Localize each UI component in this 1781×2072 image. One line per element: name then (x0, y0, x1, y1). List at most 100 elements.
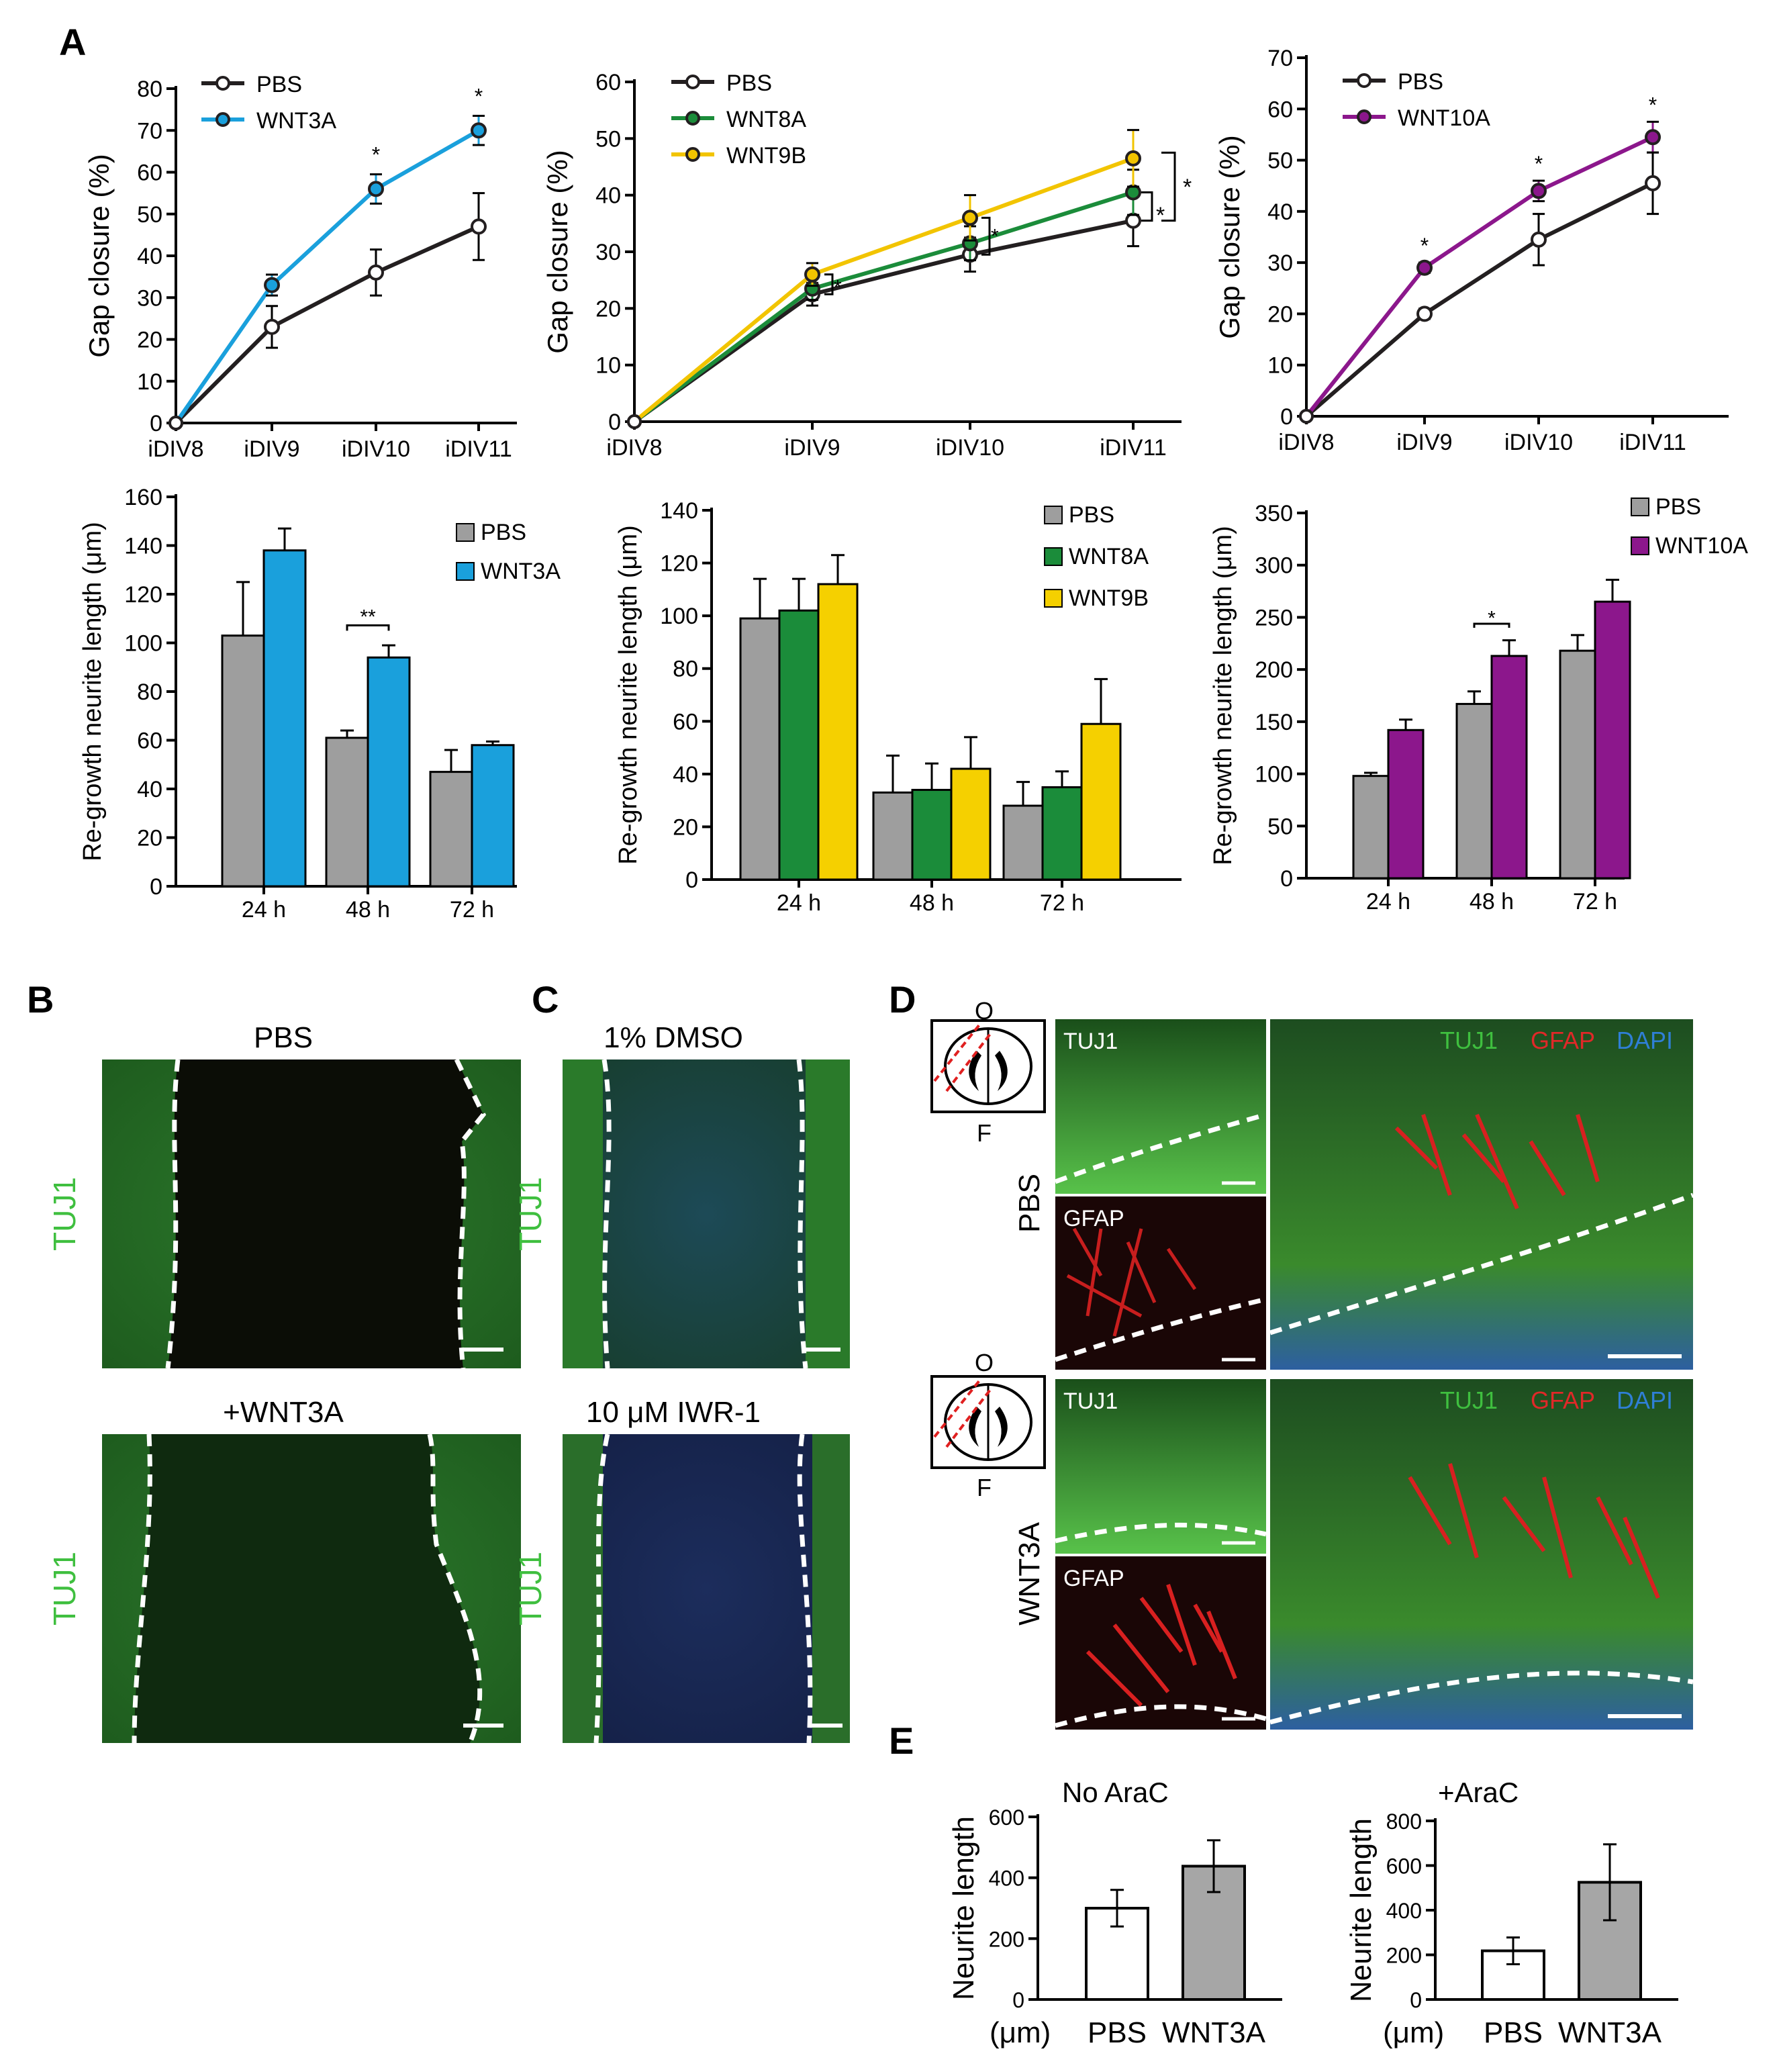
y-tick-label: 20 (595, 296, 621, 322)
x-tick-label: 72 h (1573, 889, 1617, 914)
legend-label-wnt8a: WNT8A (726, 107, 806, 132)
legend-label-wnt8a: WNT8A (1069, 544, 1149, 569)
bar-wnt8a (1041, 786, 1083, 881)
y-tick-label: 150 (1255, 710, 1293, 735)
significance-bracket (824, 273, 834, 295)
legend-swatch-wnt8a (1044, 547, 1063, 566)
data-point-wnt10a (1531, 183, 1547, 199)
chart-a4-wnt3a-neurite-length: 0 20 40 60 80 100 120 140 160 Re-growth neurite l… (79, 485, 561, 923)
series-line-wnt9b (633, 156, 1135, 424)
section-line (933, 1378, 981, 1438)
data-point-wnt3a (264, 277, 280, 293)
x-tick-label: iDIV8 (1278, 430, 1334, 455)
legend-label-wnt3a: WNT3A (481, 559, 561, 584)
ventricle-right-icon (995, 1051, 1008, 1091)
y-tick-label: 0 (150, 411, 162, 436)
y-tick-label: 10 (137, 369, 162, 395)
micrograph-d-pbs-merge (1270, 1019, 1693, 1370)
data-point-pbs (368, 264, 384, 281)
data-point-wnt3a (471, 122, 487, 139)
significance-bracket (981, 216, 991, 256)
bar-pbs (739, 617, 781, 881)
significance-star: * (372, 143, 380, 167)
chart-e2-plus-arac: 0 200 400 600 800 Neurite length PBS WNT3A +AraC… (1345, 1777, 1678, 2049)
significance-star: * (1649, 93, 1657, 117)
data-point-wnt3a (368, 181, 384, 197)
x-tick-label: 48 h (1470, 889, 1514, 914)
ventricle-left-icon (969, 1051, 981, 1091)
x-tick-label: iDIV8 (606, 435, 662, 461)
data-point-origin (627, 414, 642, 429)
section-line (945, 1388, 992, 1448)
data-point-origin (169, 416, 183, 430)
significance-bracket (1161, 151, 1176, 222)
unit-label: (μm) (990, 2016, 1051, 2049)
panel-c-bottom-title: 10 μM IWR-1 (586, 1396, 761, 1429)
data-point-wnt10a (1645, 129, 1661, 146)
significance-star: ** (360, 606, 376, 628)
y-tick-label: 140 (660, 498, 698, 524)
data-point-pbs (1645, 175, 1661, 191)
x-tick-label: WNT3A (1162, 2016, 1266, 2049)
legend-label-pbs: PBS (1069, 502, 1114, 528)
bar-wnt9b (950, 767, 992, 881)
panel-letter-d: D (889, 978, 916, 1021)
gap-border-right-b-wnt3a (427, 1433, 483, 1744)
bar-wnt10a (1490, 655, 1528, 880)
y-tick-label: 60 (137, 728, 162, 754)
bar-pbs (429, 771, 473, 888)
y-tick-label: 50 (1267, 814, 1293, 839)
side-label-tuj1-b-bottom: TUJ1 (47, 1552, 82, 1626)
x-tick-label: WNT3A (1558, 2016, 1662, 2049)
y-tick-label: 40 (595, 183, 621, 209)
series-line-pbs (174, 224, 480, 425)
micrograph-d-pbs-gfap (1055, 1196, 1266, 1370)
chart-a5-wnt8a-wnt9b-neurite-length: 0 20 40 60 80 100 120 140 Re-growth neurite leng… (614, 498, 1182, 916)
y-tick-label: 600 (1386, 1854, 1422, 1879)
x-tick-label: 24 h (777, 890, 821, 916)
significance-star: * (991, 226, 999, 248)
label-tuj1-d-wnt3a: TUJ1 (1063, 1388, 1118, 1414)
x-tick-label: iDIV9 (244, 436, 299, 462)
gfap-processes (1086, 1584, 1237, 1707)
y-tick-label: 160 (124, 485, 162, 510)
x-tick-label: 72 h (1040, 890, 1084, 916)
panel-b-top-title: PBS (254, 1021, 313, 1054)
side-label-tuj1-b-top: TUJ1 (47, 1177, 82, 1251)
y-tick-label: 20 (137, 328, 162, 353)
x-tick-label: iDIV10 (342, 436, 410, 462)
y-tick-label: 400 (989, 1867, 1024, 1891)
data-point-pbs (1531, 231, 1547, 248)
section-line (945, 1033, 992, 1092)
tissue-edge-left-c-dmso (563, 1059, 603, 1368)
data-point-pbs (1416, 305, 1433, 322)
gfap-processes (1066, 1227, 1197, 1337)
label-gfap-merge-pbs: GFAP (1531, 1027, 1595, 1054)
bar-wnt3a (367, 656, 411, 888)
bar-pbs (872, 791, 914, 881)
y-axis-label: Neurite length (947, 1816, 980, 2000)
boundary-line (1055, 1704, 1267, 1728)
gfap-processes (1408, 1463, 1660, 1599)
bar-wnt8a (911, 788, 953, 881)
y-tick-label: 100 (660, 604, 698, 629)
legend-label-wnt10a: WNT10A (1398, 105, 1490, 131)
x-tick-label: iDIV11 (1619, 430, 1686, 455)
y-tick-label: 60 (673, 709, 698, 735)
x-tick-label: 24 h (242, 897, 286, 923)
y-axis-label: Gap closure (%) (542, 150, 573, 353)
x-tick-label: iDIV11 (1100, 435, 1167, 461)
y-tick-label: 50 (595, 126, 621, 152)
legend-swatch-pbs (456, 523, 475, 542)
legend-label-pbs: PBS (1655, 494, 1701, 520)
chart-a3-wnt10a-gap-closure: 0 10 20 30 40 50 60 70 Gap closure (%) iDIV8 iDIV9… (1214, 46, 1729, 455)
scratch-gap-b-pbs (168, 1059, 483, 1368)
legend-label-wnt10a: WNT10A (1655, 533, 1748, 559)
y-tick-label: 250 (1255, 605, 1293, 630)
y-tick-label: 30 (1267, 250, 1293, 276)
series-line-wnt3a (174, 128, 480, 424)
y-tick-label: 0 (1410, 1988, 1422, 2012)
legend-marker-wnt10a (1357, 109, 1371, 124)
bar-wnt10a (1387, 728, 1425, 880)
gap-border-right-b-pbs (454, 1058, 487, 1369)
